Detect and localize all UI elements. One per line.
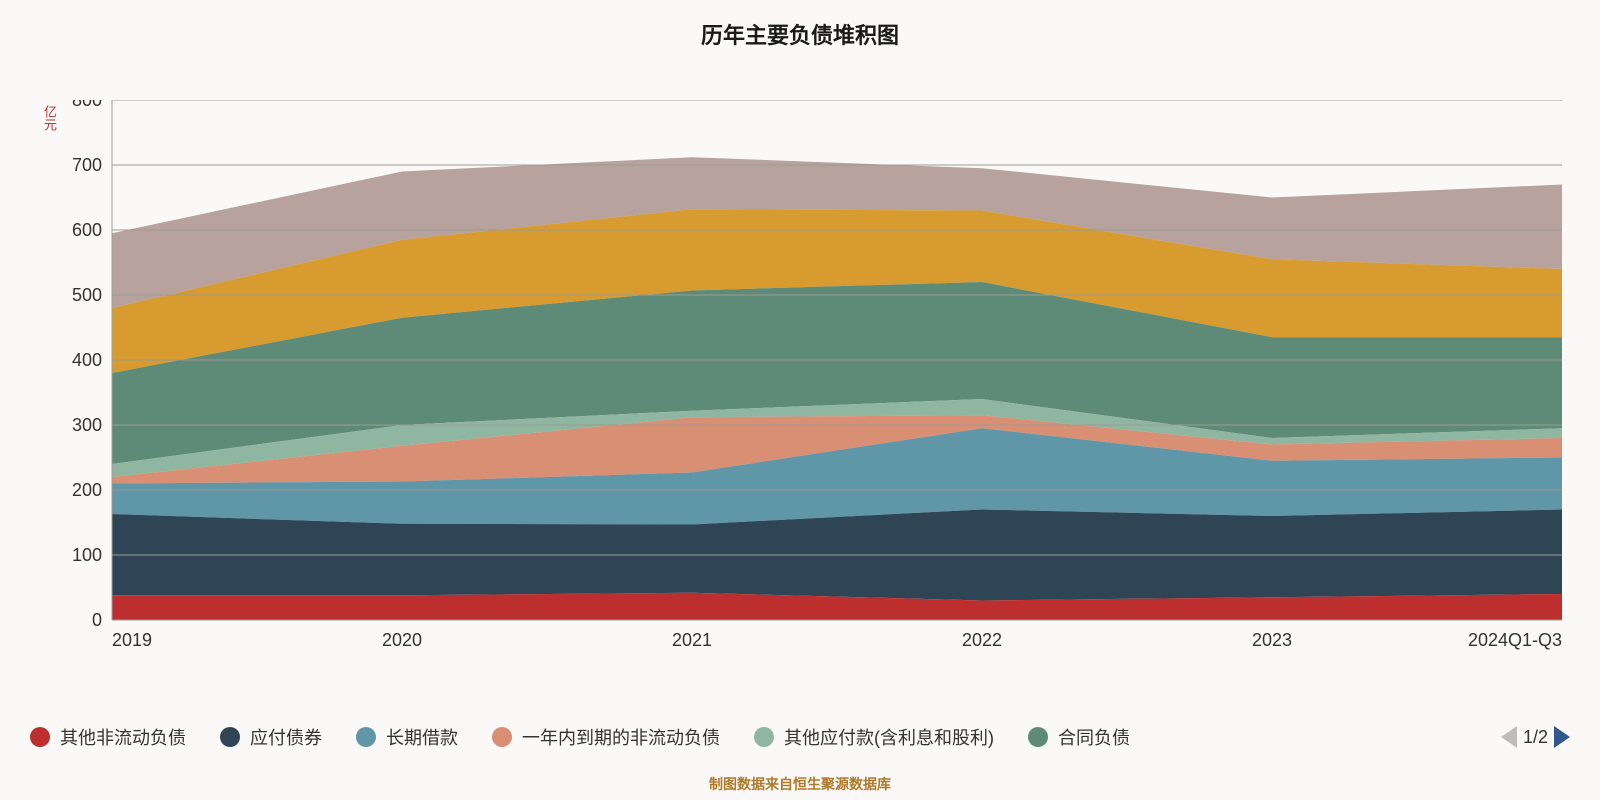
- svg-text:700: 700: [72, 155, 102, 175]
- legend-item[interactable]: 应付债券: [220, 724, 322, 750]
- legend-label: 一年内到期的非流动负债: [522, 724, 720, 750]
- legend-item[interactable]: 一年内到期的非流动负债: [492, 724, 720, 750]
- svg-text:2021: 2021: [672, 630, 712, 650]
- y-axis: 0 100 200 300 400 500 600 700 800: [72, 100, 102, 630]
- legend-item[interactable]: 其他非流动负债: [30, 724, 186, 750]
- legend-item[interactable]: 其他应付款(含利息和股利): [754, 724, 994, 750]
- legend-swatch: [30, 727, 50, 747]
- svg-text:200: 200: [72, 480, 102, 500]
- chart-title: 历年主要负债堆积图: [0, 18, 1600, 50]
- area-series: [112, 593, 1562, 620]
- legend: 其他非流动负债 应付债券 长期借款 一年内到期的非流动负债 其他应付款(含利息和…: [30, 724, 1570, 750]
- pager-label: 1/2: [1523, 727, 1548, 748]
- x-axis: 2019 2020 2021 2022 2023 2024Q1-Q3: [112, 630, 1562, 650]
- svg-text:2020: 2020: [382, 630, 422, 650]
- svg-text:0: 0: [92, 610, 102, 630]
- svg-text:400: 400: [72, 350, 102, 370]
- source-attribution: 制图数据来自恒生聚源数据库: [0, 774, 1600, 794]
- svg-text:100: 100: [72, 545, 102, 565]
- y-axis-unit: 亿元: [40, 105, 59, 131]
- svg-text:300: 300: [72, 415, 102, 435]
- legend-label: 其他非流动负债: [60, 724, 186, 750]
- legend-label: 应付债券: [250, 724, 322, 750]
- stacked-area-chart: 0100200300400500600700800 20192020202120…: [72, 100, 1582, 660]
- legend-swatch: [1028, 727, 1048, 747]
- legend-label: 长期借款: [386, 724, 458, 750]
- chevron-right-icon[interactable]: [1554, 726, 1570, 748]
- legend-swatch: [356, 727, 376, 747]
- svg-text:600: 600: [72, 220, 102, 240]
- legend-pager[interactable]: 1/2: [1501, 726, 1570, 748]
- legend-item[interactable]: 长期借款: [356, 724, 458, 750]
- svg-text:2022: 2022: [962, 630, 1002, 650]
- svg-text:800: 800: [72, 100, 102, 110]
- legend-item[interactable]: 合同负债: [1028, 724, 1130, 750]
- chevron-left-icon[interactable]: [1501, 726, 1517, 748]
- svg-text:2019: 2019: [112, 630, 152, 650]
- svg-text:2024Q1-Q3: 2024Q1-Q3: [1468, 630, 1562, 650]
- svg-text:2023: 2023: [1252, 630, 1292, 650]
- legend-swatch: [220, 727, 240, 747]
- legend-swatch: [492, 727, 512, 747]
- svg-text:500: 500: [72, 285, 102, 305]
- legend-label: 合同负债: [1058, 724, 1130, 750]
- legend-label: 其他应付款(含利息和股利): [784, 724, 994, 750]
- legend-swatch: [754, 727, 774, 747]
